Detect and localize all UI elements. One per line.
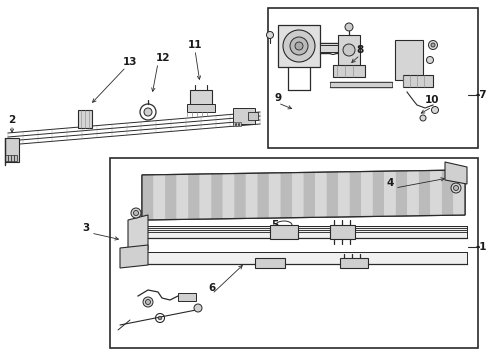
- Text: 12: 12: [156, 53, 170, 63]
- Polygon shape: [188, 174, 199, 219]
- Polygon shape: [234, 174, 245, 219]
- Bar: [186, 104, 215, 112]
- Circle shape: [131, 208, 141, 218]
- Polygon shape: [142, 170, 464, 220]
- Polygon shape: [211, 174, 223, 219]
- Polygon shape: [223, 174, 234, 219]
- Bar: [339, 258, 367, 268]
- Polygon shape: [176, 174, 188, 220]
- Circle shape: [342, 44, 354, 56]
- Circle shape: [158, 316, 162, 320]
- Bar: [8, 155, 10, 161]
- Circle shape: [133, 211, 138, 216]
- Polygon shape: [337, 172, 349, 217]
- Bar: [247, 112, 258, 120]
- Circle shape: [426, 57, 433, 63]
- Bar: [269, 225, 297, 239]
- Bar: [232, 108, 254, 124]
- Circle shape: [345, 23, 352, 31]
- Polygon shape: [142, 175, 153, 220]
- Bar: [329, 225, 354, 239]
- Text: 8: 8: [356, 45, 363, 55]
- Text: 2: 2: [8, 115, 16, 125]
- Bar: [278, 25, 319, 67]
- Text: 6: 6: [208, 283, 215, 293]
- Polygon shape: [418, 171, 429, 216]
- Polygon shape: [245, 173, 257, 219]
- Polygon shape: [395, 171, 407, 216]
- Circle shape: [452, 185, 458, 190]
- Bar: [5, 155, 7, 161]
- Bar: [78, 110, 92, 128]
- Polygon shape: [326, 172, 337, 217]
- Polygon shape: [429, 170, 441, 216]
- Circle shape: [330, 48, 334, 52]
- Bar: [110, 158, 477, 348]
- Circle shape: [289, 37, 307, 55]
- Polygon shape: [280, 173, 291, 218]
- Bar: [239, 122, 241, 126]
- Polygon shape: [153, 175, 165, 220]
- Text: 3: 3: [82, 223, 89, 233]
- Polygon shape: [268, 173, 280, 218]
- Polygon shape: [314, 172, 326, 217]
- Bar: [267, 8, 477, 148]
- Circle shape: [450, 183, 460, 193]
- Bar: [319, 45, 347, 52]
- Bar: [254, 258, 285, 268]
- Bar: [402, 75, 432, 87]
- Polygon shape: [407, 171, 418, 216]
- Polygon shape: [291, 172, 303, 218]
- Bar: [232, 122, 235, 126]
- Text: 10: 10: [424, 95, 438, 105]
- Text: -1: -1: [474, 242, 486, 252]
- Circle shape: [142, 297, 153, 307]
- Text: 11: 11: [187, 40, 202, 50]
- Circle shape: [194, 304, 202, 312]
- Polygon shape: [128, 215, 148, 250]
- Bar: [14, 155, 17, 161]
- Bar: [5, 138, 19, 162]
- Circle shape: [294, 42, 303, 50]
- Bar: [236, 122, 238, 126]
- Circle shape: [427, 41, 437, 50]
- Polygon shape: [384, 171, 395, 216]
- Circle shape: [419, 115, 425, 121]
- Polygon shape: [372, 171, 384, 216]
- Circle shape: [328, 45, 337, 54]
- Circle shape: [430, 107, 438, 113]
- Text: 13: 13: [122, 57, 137, 67]
- Bar: [394, 40, 422, 80]
- Polygon shape: [361, 171, 372, 217]
- Polygon shape: [303, 172, 314, 217]
- Bar: [332, 65, 364, 77]
- Polygon shape: [257, 173, 268, 218]
- Text: -7: -7: [474, 90, 486, 100]
- Bar: [329, 82, 391, 87]
- Polygon shape: [349, 172, 361, 217]
- Bar: [178, 293, 196, 301]
- Text: 9: 9: [274, 93, 281, 103]
- Polygon shape: [444, 162, 466, 184]
- Polygon shape: [441, 170, 452, 215]
- Circle shape: [283, 30, 314, 62]
- Bar: [11, 155, 14, 161]
- Circle shape: [430, 43, 434, 47]
- Text: 4: 4: [386, 178, 393, 188]
- Polygon shape: [199, 174, 211, 219]
- Polygon shape: [120, 245, 148, 268]
- Circle shape: [266, 32, 273, 39]
- Text: 5: 5: [271, 220, 278, 230]
- Polygon shape: [165, 175, 176, 220]
- Polygon shape: [452, 170, 464, 215]
- Circle shape: [145, 300, 150, 305]
- Bar: [142, 226, 466, 238]
- Bar: [337, 35, 359, 70]
- Bar: [142, 252, 466, 264]
- Circle shape: [143, 108, 152, 116]
- Bar: [190, 90, 212, 108]
